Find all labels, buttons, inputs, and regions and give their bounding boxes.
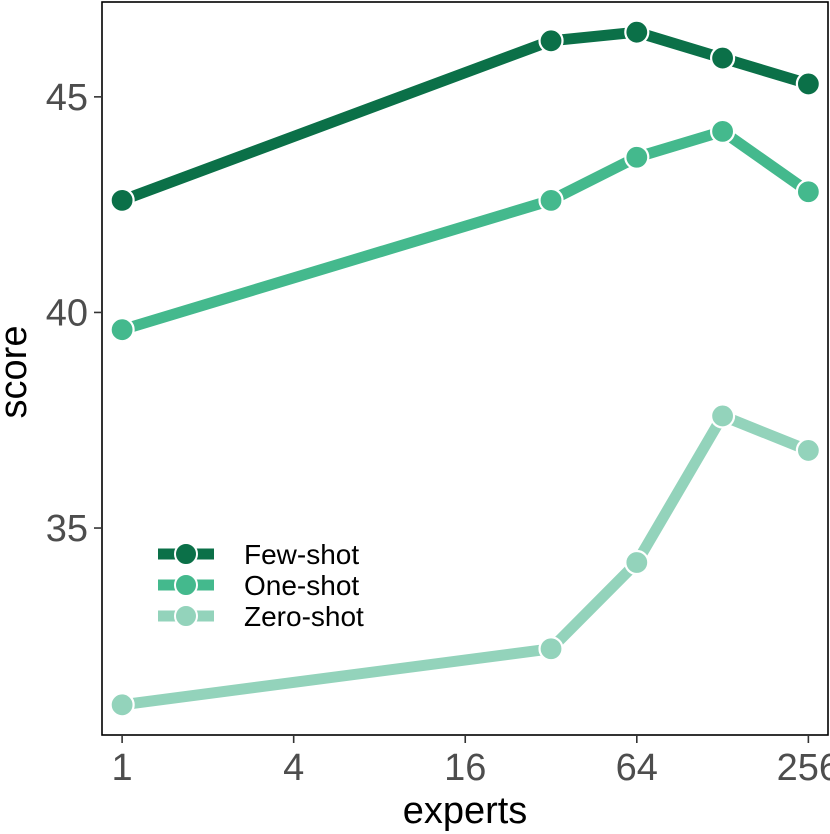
legend-item-zero-shot[interactable]: Zero-shot xyxy=(158,601,364,632)
x-tick-label: 1 xyxy=(112,747,133,789)
data-point-one-shot[interactable] xyxy=(109,317,135,343)
x-axis-title: experts xyxy=(403,790,528,832)
legend-label-few-shot: Few-shot xyxy=(244,539,359,570)
data-point-zero-shot[interactable] xyxy=(538,636,564,662)
x-tick-label: 256 xyxy=(777,747,830,789)
y-tick-label: 35 xyxy=(46,508,88,550)
series-one-shot xyxy=(109,118,821,343)
x-axis: 1 4 16 64 256 xyxy=(112,735,830,789)
y-tick-label: 40 xyxy=(46,292,88,334)
y-axis-title: score xyxy=(0,326,35,419)
series-layer xyxy=(109,19,821,718)
data-point-one-shot[interactable] xyxy=(624,144,650,170)
y-axis: 35 40 45 xyxy=(46,77,102,550)
x-tick-label: 16 xyxy=(444,747,486,789)
legend-item-few-shot[interactable]: Few-shot xyxy=(158,539,359,570)
series-zero-shot xyxy=(109,403,821,718)
legend: Few-shot One-shot Zero-shot xyxy=(158,539,364,632)
data-point-few-shot[interactable] xyxy=(795,71,821,97)
data-point-few-shot[interactable] xyxy=(709,45,736,71)
data-point-zero-shot[interactable] xyxy=(709,403,736,429)
data-point-few-shot[interactable] xyxy=(538,28,564,54)
data-point-one-shot[interactable] xyxy=(709,118,736,144)
legend-swatch-marker xyxy=(174,542,198,566)
data-point-one-shot[interactable] xyxy=(795,179,821,205)
data-point-zero-shot[interactable] xyxy=(795,437,821,464)
plot-panel xyxy=(101,1,829,736)
legend-item-one-shot[interactable]: One-shot xyxy=(158,570,359,601)
data-point-few-shot[interactable] xyxy=(109,187,135,213)
x-tick-label: 64 xyxy=(616,747,658,789)
legend-label-one-shot: One-shot xyxy=(244,570,359,601)
data-point-zero-shot[interactable] xyxy=(624,549,650,576)
legend-label-zero-shot: Zero-shot xyxy=(244,601,364,632)
data-point-zero-shot[interactable] xyxy=(109,692,135,718)
legend-swatch-marker xyxy=(174,573,198,597)
y-tick-label: 45 xyxy=(46,77,88,119)
x-tick-label: 4 xyxy=(283,747,304,789)
data-point-few-shot[interactable] xyxy=(624,19,650,45)
data-point-one-shot[interactable] xyxy=(538,187,564,213)
legend-swatch-marker xyxy=(174,604,198,628)
series-few-shot xyxy=(109,19,821,213)
